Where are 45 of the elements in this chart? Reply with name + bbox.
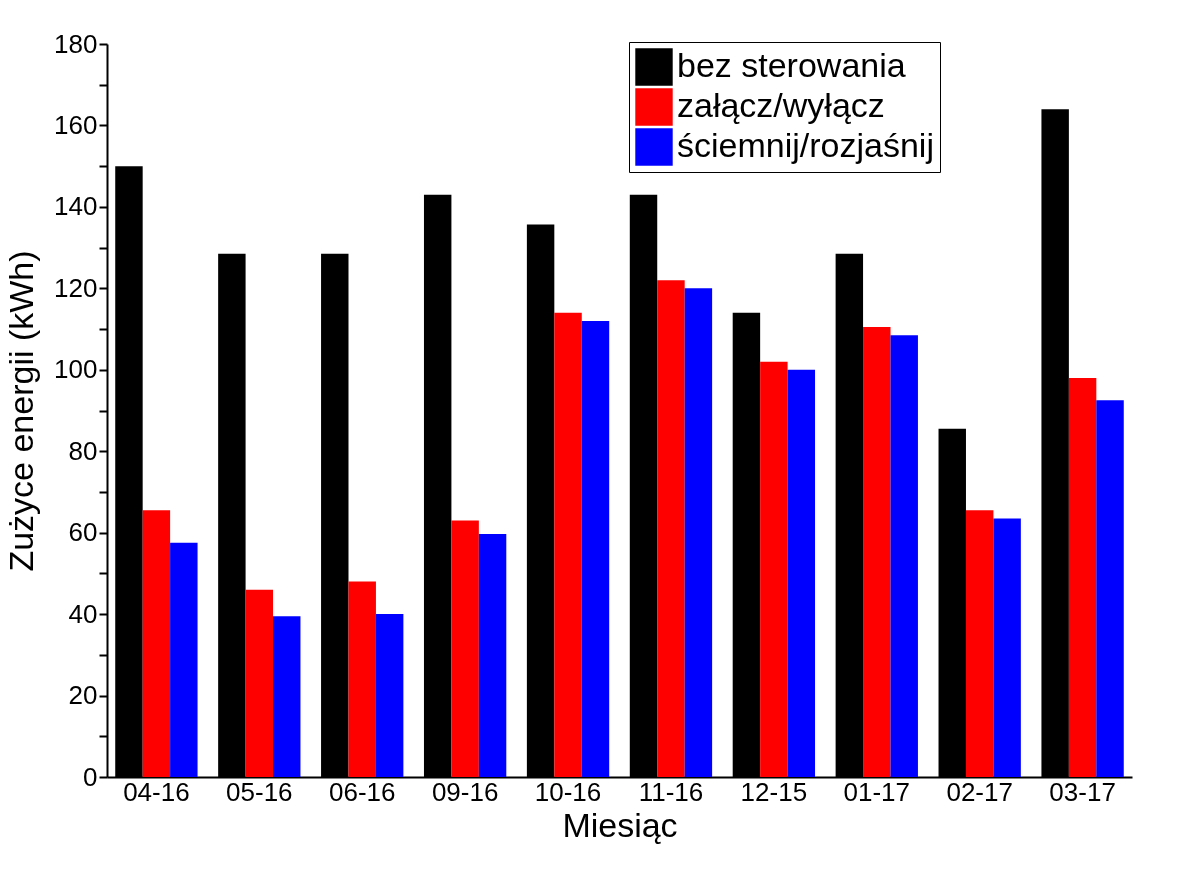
y-tick-label: 20 <box>68 680 98 711</box>
y-tick-label: 140 <box>54 191 98 222</box>
x-tick-label: 12-15 <box>740 776 808 807</box>
legend-label: ściemnij/rozjaśnij <box>677 126 934 164</box>
bar <box>965 510 994 777</box>
x-tick-label: 11-16 <box>638 776 704 807</box>
y-tick-label: 80 <box>68 435 98 466</box>
x-axis-title: Miesiąc <box>562 805 678 844</box>
bar <box>142 510 171 777</box>
bar <box>684 288 713 777</box>
legend-label: załącz/wyłącz <box>677 86 885 124</box>
x-tick-label: 03-17 <box>1049 776 1116 807</box>
bar <box>787 369 816 777</box>
bar <box>245 589 274 777</box>
x-tick-label: 04-16 <box>123 776 190 807</box>
bar <box>760 361 788 777</box>
bar <box>581 320 610 777</box>
y-tick-label: 160 <box>54 109 98 140</box>
bar <box>657 280 685 777</box>
x-tick-label: 01-17 <box>843 776 911 807</box>
x-tick-label: 05-16 <box>226 776 293 807</box>
bar <box>863 327 891 777</box>
bar <box>451 520 479 777</box>
y-tick-label: 60 <box>68 517 98 548</box>
x-tick-label: 10-16 <box>534 776 602 807</box>
bar <box>1068 377 1097 777</box>
bar <box>348 581 376 777</box>
bar <box>1096 400 1124 777</box>
bar <box>554 312 582 777</box>
y-axis-title: Zużyce energii (kWh) <box>2 250 41 572</box>
bar <box>170 542 198 777</box>
bar <box>375 614 404 777</box>
x-tick-label: 02-17 <box>946 776 1013 807</box>
bar <box>273 616 301 777</box>
bar <box>993 518 1021 777</box>
y-tick-label: 40 <box>68 598 98 629</box>
legend-label: bez sterowania <box>677 46 906 84</box>
x-tick-label: 06-16 <box>328 776 396 807</box>
x-tick-label: 09-16 <box>431 776 499 807</box>
bar <box>890 335 918 777</box>
y-tick-label: 100 <box>54 354 98 385</box>
y-tick-label: 0 <box>83 761 98 792</box>
bar <box>478 533 507 777</box>
y-tick-label: 180 <box>54 28 98 59</box>
y-tick-label: 120 <box>54 272 98 303</box>
